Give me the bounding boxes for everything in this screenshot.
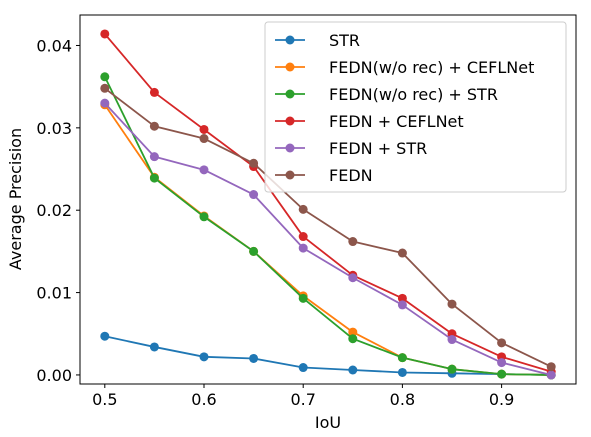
legend-label: FEDN + STR (329, 139, 427, 158)
data-point (397, 293, 407, 303)
series-line (104, 33, 552, 373)
data-point (348, 327, 358, 337)
legend-label: FEDN(w/o rec) + STR (329, 85, 498, 104)
data-point (100, 98, 110, 108)
y-tick-label: 0.03 (36, 119, 72, 138)
data-point (397, 353, 407, 363)
data-point (298, 293, 308, 303)
data-point (447, 335, 457, 345)
data-point (100, 331, 110, 341)
y-tick-label: 0.01 (36, 284, 72, 303)
legend-box (264, 21, 567, 193)
data-point (100, 72, 110, 82)
x-tick-label: 0.7 (290, 390, 315, 409)
data-point (199, 212, 209, 222)
legend-marker (285, 116, 295, 126)
plot-frame (79, 14, 577, 385)
x-tick-label: 0.5 (92, 390, 117, 409)
data-point (447, 299, 457, 309)
legend-label: FEDN + CEFLNet (329, 112, 464, 131)
series-lines (100, 29, 556, 380)
data-point (199, 124, 209, 134)
data-point (298, 243, 308, 253)
data-point (149, 121, 159, 131)
data-point (149, 173, 159, 183)
y-tick-label: 0.02 (36, 201, 72, 220)
data-point (249, 158, 259, 168)
legend-marker (285, 170, 295, 180)
legend-marker (285, 89, 295, 99)
data-point (149, 152, 159, 162)
legend-marker (285, 35, 295, 45)
y-axis-ticks: 0.00 0.01 0.02 0.03 0.04 (36, 36, 80, 385)
x-axis-label: IoU (315, 413, 341, 432)
data-point (199, 134, 209, 144)
data-point (546, 362, 556, 372)
legend-marker (285, 143, 295, 153)
x-tick-label: 0.6 (191, 390, 216, 409)
legend-label: FEDN (329, 166, 373, 185)
data-point (447, 364, 457, 374)
legend-entry: STR (275, 31, 360, 50)
data-point (249, 353, 259, 363)
data-point (298, 204, 308, 214)
data-point (100, 29, 110, 39)
data-point (249, 190, 259, 200)
data-point (149, 87, 159, 97)
legend-label: STR (329, 31, 360, 50)
legend-marker (285, 62, 295, 72)
data-point (397, 300, 407, 310)
data-point (348, 365, 358, 375)
y-tick-label: 0.00 (36, 366, 72, 385)
data-point (298, 232, 308, 242)
series-fedn-str (100, 98, 556, 380)
legend: STR FEDN(w/o rec) + CEFLNet FEDN(w/o rec) … (264, 21, 567, 193)
series-fedn (100, 83, 556, 372)
legend-entry: FEDN(w/o rec) + STR (275, 85, 498, 104)
legend-entry: FEDN + STR (275, 139, 427, 158)
series-fedn-w-o-rec-str (100, 72, 556, 380)
data-point (298, 363, 308, 373)
data-point (397, 367, 407, 377)
legend-entry: FEDN (275, 166, 373, 185)
legend-entry: FEDN(w/o rec) + CEFLNet (275, 58, 534, 77)
legend-label: FEDN(w/o rec) + CEFLNet (329, 58, 534, 77)
data-point (249, 246, 259, 256)
series-line (103, 76, 552, 376)
data-point (348, 273, 358, 283)
data-point (497, 358, 507, 368)
legend-entry: FEDN + CEFLNet (275, 112, 464, 131)
series-line (104, 87, 552, 368)
data-point (348, 334, 358, 344)
x-tick-label: 0.8 (390, 390, 415, 409)
y-tick-label: 0.04 (36, 36, 72, 55)
y-axis-label: Average Precision (6, 128, 25, 270)
x-tick-label: 0.9 (489, 390, 514, 409)
data-point (497, 369, 507, 379)
data-point (348, 237, 358, 247)
data-point (149, 342, 159, 352)
data-point (497, 338, 507, 348)
data-point (199, 352, 209, 362)
x-axis-ticks: 0.5 0.6 0.7 0.8 0.9 (92, 384, 514, 409)
data-point (100, 83, 110, 93)
data-point (397, 248, 407, 258)
series-line (104, 335, 552, 376)
data-point (199, 165, 209, 175)
series-line (104, 102, 552, 376)
data-point (546, 370, 556, 380)
